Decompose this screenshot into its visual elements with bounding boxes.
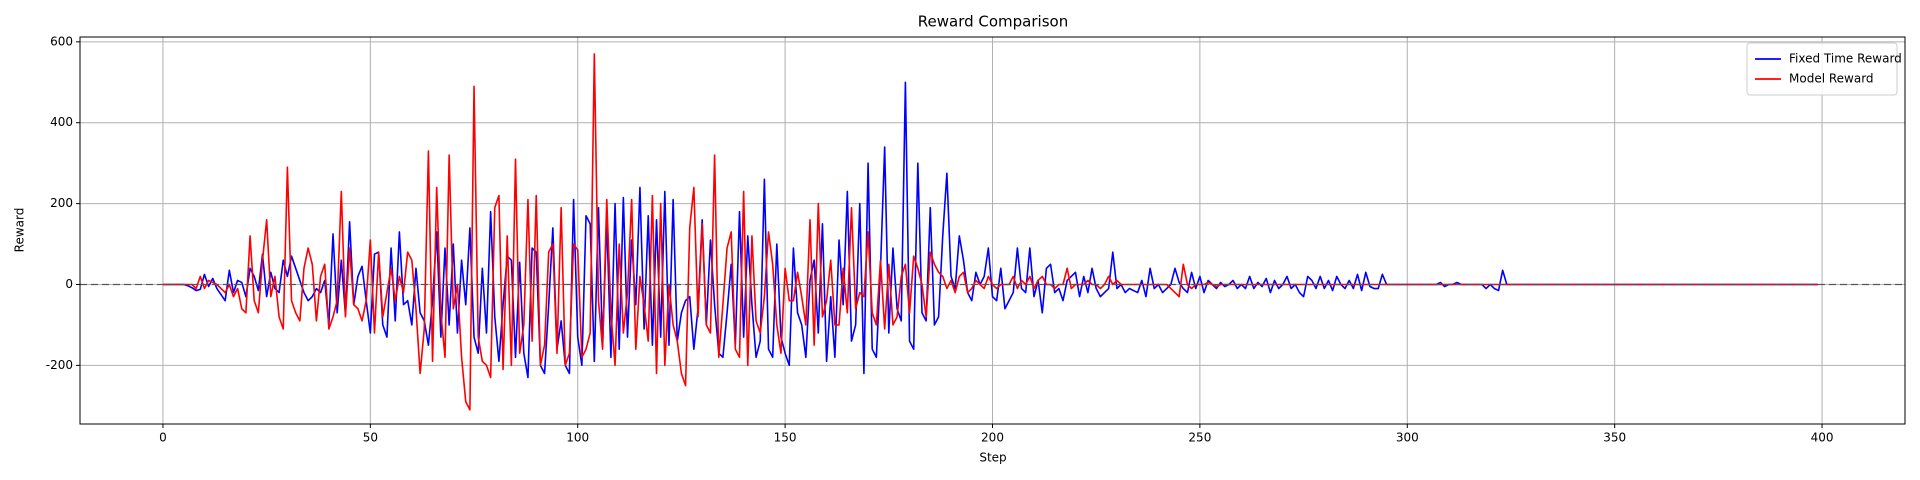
legend-label: Model Reward bbox=[1789, 72, 1874, 86]
y-tick-label: 0 bbox=[65, 277, 73, 291]
x-tick-label: 300 bbox=[1396, 431, 1419, 445]
x-tick-label: 150 bbox=[774, 431, 797, 445]
y-tick-label: 400 bbox=[50, 115, 73, 129]
plot-frame bbox=[79, 36, 1906, 425]
x-tick-label: 200 bbox=[981, 431, 1004, 445]
x-tick-label: 0 bbox=[159, 431, 167, 445]
x-axis-label: Step bbox=[979, 451, 1006, 465]
legend-label: Fixed Time Reward bbox=[1789, 52, 1902, 66]
x-tick-label: 100 bbox=[566, 431, 589, 445]
x-tick-label: 250 bbox=[1188, 431, 1211, 445]
y-tick-label: 600 bbox=[50, 34, 73, 48]
line-series bbox=[162, 53, 1818, 411]
chart-title: Reward Comparison bbox=[918, 13, 1068, 31]
line-series bbox=[162, 81, 1818, 379]
legend-box bbox=[1746, 42, 1898, 96]
y-tick-label: 200 bbox=[50, 196, 73, 210]
y-tick-label: -200 bbox=[46, 358, 73, 372]
y-axis-label: Reward bbox=[13, 208, 27, 253]
x-tick-label: 50 bbox=[363, 431, 378, 445]
x-tick-label: 400 bbox=[1811, 431, 1834, 445]
x-tick-label: 350 bbox=[1603, 431, 1626, 445]
